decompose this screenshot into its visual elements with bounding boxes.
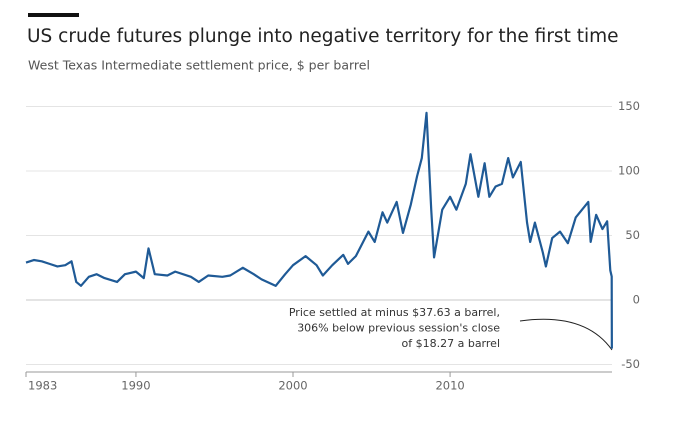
- x-tick-label: 1983: [28, 379, 57, 393]
- chart-title: US crude futures plunge into negative te…: [27, 26, 619, 47]
- annotation: Price settled at minus $37.63 a barrel,: [289, 306, 500, 319]
- y-tick-label: 0: [633, 293, 640, 307]
- x-tick-label: 2010: [435, 379, 464, 393]
- y-tick-label: 100: [618, 163, 640, 177]
- header-bar: [28, 13, 79, 17]
- y-tick-label: 50: [625, 228, 640, 242]
- chart-subtitle: West Texas Intermediate settlement price…: [28, 58, 370, 73]
- x-tick-label: 2000: [278, 379, 307, 393]
- y-tick-label: 150: [618, 99, 640, 113]
- annotation: 306% below previous session's close: [297, 322, 500, 335]
- x-tick-label: 1990: [121, 379, 150, 393]
- annotation-arrow: [519, 318, 613, 351]
- price-line: [25, 111, 613, 349]
- annotation: of $18.27 a barrel: [402, 337, 500, 350]
- y-tick-label: -50: [621, 357, 640, 371]
